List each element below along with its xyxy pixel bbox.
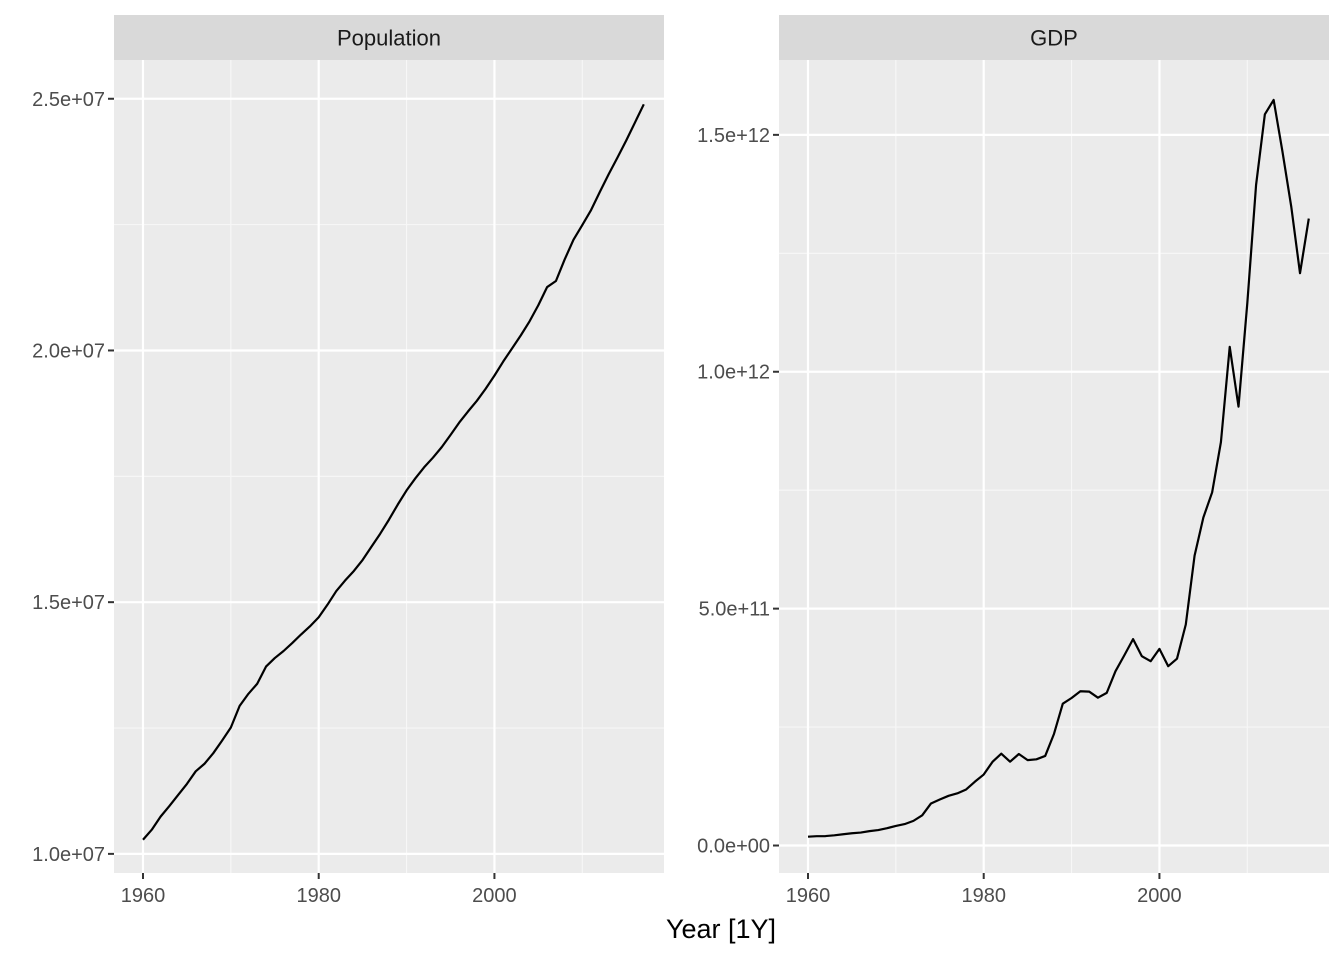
population-x-axis: 1960 1980 2000 [121, 873, 517, 907]
gdp-strip [779, 15, 1329, 60]
population-gridlines [114, 60, 664, 873]
gdp-panel: GDP 0.0e+00 5.0e+11 1.0e+12 1.5e+12 1960 198… [697, 15, 1329, 907]
population-y-tick-label: 2.5e+07 [32, 89, 105, 111]
gdp-y-tick-label: 1.0e+12 [697, 362, 770, 384]
gdp-x-tick-label: 1960 [786, 885, 831, 907]
gdp-x-tick-label: 2000 [1137, 885, 1182, 907]
population-y-tick-label: 1.0e+07 [32, 844, 105, 866]
population-y-tick-label: 2.0e+07 [32, 340, 105, 362]
population-panel-background [114, 60, 664, 873]
gdp-strip-title: GDP [1030, 26, 1078, 51]
gdp-panel-background [779, 60, 1329, 873]
population-strip [114, 15, 664, 60]
gdp-x-tick-label: 1980 [961, 885, 1006, 907]
gdp-x-axis: 1960 1980 2000 [786, 873, 1182, 907]
population-x-tick-label: 1960 [121, 885, 166, 907]
gdp-series-line [807, 98, 1310, 838]
gdp-y-axis: 0.0e+00 5.0e+11 1.0e+12 1.5e+12 [697, 125, 779, 858]
population-series-line [142, 103, 645, 841]
population-x-tick-label: 1980 [296, 885, 341, 907]
gdp-y-tick-label: 5.0e+11 [699, 599, 770, 621]
population-y-tick-label: 1.5e+07 [32, 592, 105, 614]
population-y-axis: 1.0e+07 1.5e+07 2.0e+07 2.5e+07 [32, 89, 114, 866]
population-strip-title: Population [337, 26, 441, 51]
gdp-y-tick-label: 0.0e+00 [697, 836, 770, 858]
population-x-tick-label: 2000 [472, 885, 517, 907]
gdp-gridlines [779, 60, 1329, 873]
gdp-y-tick-label: 1.5e+12 [697, 125, 770, 147]
population-panel: Population 1.0e+071.5e+072.0e+072.5e+07 … [32, 15, 664, 907]
x-axis-title: Year [1Y] [666, 914, 776, 944]
